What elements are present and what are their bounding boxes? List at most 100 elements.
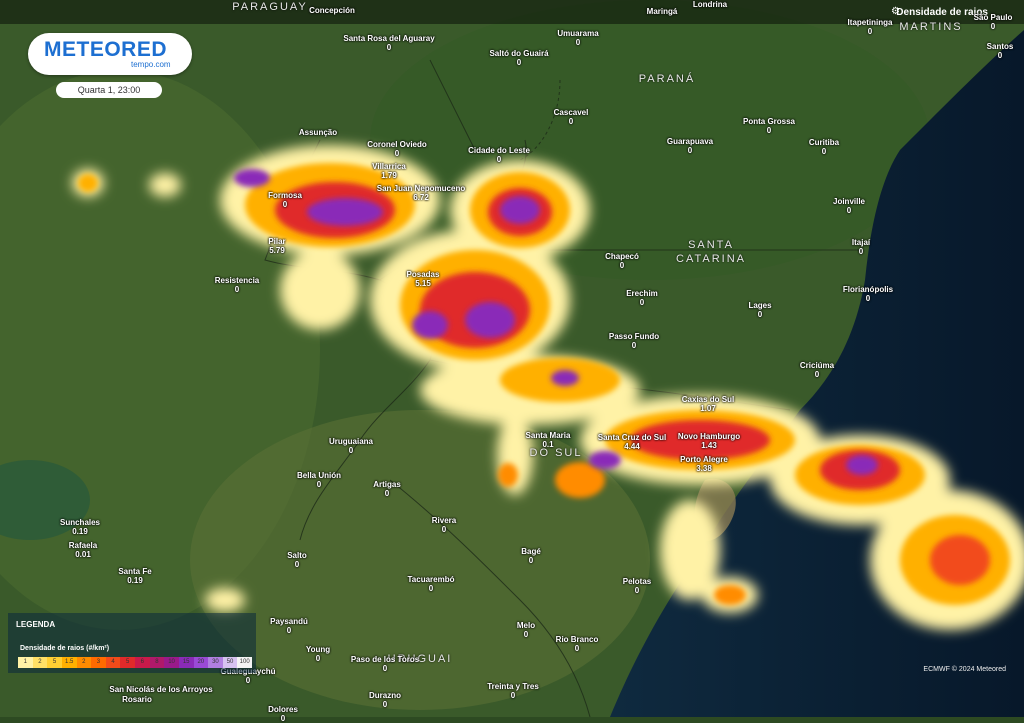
city-value: 4.44 xyxy=(624,442,640,451)
city-label[interactable]: Maringá xyxy=(647,7,678,16)
city-label[interactable]: Durazno 0 xyxy=(369,691,401,709)
city-label[interactable]: Santos 0 xyxy=(987,42,1014,60)
city-name: Saltó do Guairá xyxy=(489,49,549,58)
city-label[interactable]: Santa Fe 0.19 xyxy=(118,567,151,585)
city-label[interactable]: Posadas 5.15 xyxy=(407,270,440,288)
city-label[interactable]: Dolores 0 xyxy=(268,705,298,723)
city-label[interactable]: Pelotas 0 xyxy=(623,577,651,595)
city-label[interactable]: Melo 0 xyxy=(517,621,535,639)
city-value: 0 xyxy=(348,446,354,455)
region-label-martins: MARTINS xyxy=(899,21,963,33)
city-label[interactable]: San Nicolás de los Arroyos xyxy=(109,685,212,694)
city-label[interactable]: San Juan Nepomuceno 6.72 xyxy=(377,184,465,202)
meteored-logo[interactable]: METEORED tempo.com xyxy=(28,33,192,75)
city-label[interactable]: Lages 0 xyxy=(748,301,771,319)
city-label[interactable]: Salto 0 xyxy=(287,551,307,569)
city-label[interactable]: Young 0 xyxy=(306,645,330,663)
city-value: 0 xyxy=(821,147,827,156)
city-label[interactable]: Coronel Oviedo 0 xyxy=(367,140,427,158)
city-name: Porto Alegre xyxy=(680,455,728,464)
city-value: 0.01 xyxy=(75,550,91,559)
city-value: 0 xyxy=(867,27,873,36)
city-label[interactable]: Rivera 0 xyxy=(432,516,456,534)
city-label[interactable]: Criciúma 0 xyxy=(800,361,834,379)
city-name: Salto xyxy=(287,551,307,560)
city-value: 0 xyxy=(634,586,640,595)
city-value: 0.19 xyxy=(127,576,143,585)
city-label[interactable]: Porto Alegre 3.38 xyxy=(680,455,728,473)
city-label[interactable]: Cidade do Leste 0 xyxy=(468,146,530,164)
city-label[interactable]: Sunchales 0.19 xyxy=(60,518,100,536)
city-name: Itapetininga xyxy=(847,18,893,27)
legend-swatch: 2 xyxy=(76,657,92,668)
city-name: Paysandú xyxy=(270,617,308,626)
city-label[interactable]: São Paulo 0 xyxy=(974,13,1013,31)
city-label[interactable]: Formosa 0 xyxy=(268,191,302,209)
city-label[interactable]: Passo Fundo 0 xyxy=(609,332,659,350)
city-label[interactable]: Erechim 0 xyxy=(626,289,658,307)
city-name: Erechim xyxy=(626,289,658,298)
city-value: 0 xyxy=(280,714,286,723)
city-label[interactable]: Saltó do Guairá 0 xyxy=(489,49,548,67)
city-label[interactable]: Ponta Grossa 0 xyxy=(743,117,795,135)
city-label[interactable]: Santa Cruz do Sul 4.44 xyxy=(598,433,666,451)
city-label[interactable]: Itapetininga 0 xyxy=(848,18,893,36)
city-label[interactable]: Curitiba 0 xyxy=(809,138,839,156)
city-label[interactable]: Santa Rosa del Aguaray 0 xyxy=(343,34,434,52)
city-name: Posadas xyxy=(406,270,440,279)
city-label[interactable]: Tacuarembó 0 xyxy=(408,575,455,593)
city-value: 1.07 xyxy=(700,404,716,413)
city-name: Novo Hamburgo xyxy=(677,432,741,441)
city-label[interactable]: Rio Branco 0 xyxy=(556,635,599,653)
region-label-rs: DO SUL xyxy=(529,447,583,459)
city-label[interactable]: Umuarama 0 xyxy=(557,29,598,47)
legend-swatch: 15 xyxy=(178,657,194,668)
legend-swatch: 1 xyxy=(18,657,33,668)
city-label[interactable]: Paysandú 0 xyxy=(270,617,308,635)
city-name: Santa Maria xyxy=(525,431,571,440)
city-label[interactable]: Chapecó 0 xyxy=(605,252,639,270)
city-label[interactable]: Treinta y Tres 0 xyxy=(487,682,539,700)
city-name: Dolores xyxy=(268,705,298,714)
city-value: 0 xyxy=(496,155,502,164)
legend-title: LEGENDA xyxy=(16,620,56,629)
city-label[interactable]: Rafaela 0.01 xyxy=(69,541,97,559)
city-label[interactable]: Resistencia 0 xyxy=(215,276,259,294)
city-label[interactable]: Itajaí 0 xyxy=(852,238,870,256)
region-label-santa-catarina: SANTA CATARINA xyxy=(676,239,746,265)
city-value: 0 xyxy=(575,38,581,47)
city-label[interactable]: Pilar 5.79 xyxy=(268,237,285,255)
city-name: Londrina xyxy=(692,0,728,9)
city-value: 0 xyxy=(282,200,288,209)
city-label[interactable]: Concepción xyxy=(309,6,355,15)
city-label[interactable]: Cascavel 0 xyxy=(554,108,589,126)
time-indicator[interactable]: Quarta 1, 23:00 xyxy=(56,82,162,98)
city-label[interactable]: Santa Maria 0.1 xyxy=(526,431,571,449)
city-name: Cascavel xyxy=(553,108,589,117)
layers-icon[interactable]: ⚙ xyxy=(891,6,900,17)
city-label[interactable]: Bella Unión 0 xyxy=(297,471,341,489)
city-name: Resistencia xyxy=(214,276,260,285)
city-label[interactable]: Florianópolis 0 xyxy=(843,285,893,303)
city-name: Chapecó xyxy=(605,252,639,261)
city-label[interactable]: Paso de los Toros 0 xyxy=(351,655,419,673)
city-label[interactable]: Bagé 0 xyxy=(521,547,541,565)
city-name: San Juan Nepomuceno xyxy=(376,184,466,193)
city-label[interactable]: Londrina xyxy=(693,0,727,9)
region-label-paraguay: PARAGUAY xyxy=(232,1,308,13)
city-name: Rivera xyxy=(431,516,457,525)
city-label[interactable]: Novo Hamburgo 1.43 xyxy=(678,432,740,450)
city-label[interactable]: Uruguaiana 0 xyxy=(329,437,373,455)
city-label[interactable]: Caxias do Sul 1.07 xyxy=(682,395,734,413)
city-label[interactable]: Joinville 0 xyxy=(833,197,865,215)
layer-label[interactable]: Densidade de raios xyxy=(896,7,988,18)
city-label[interactable]: Rosario xyxy=(122,695,152,704)
city-name: Florianópolis xyxy=(842,285,894,294)
legend-swatch: 5 xyxy=(47,657,62,668)
city-label[interactable]: Villarrica 1.79 xyxy=(372,162,406,180)
wetland-area xyxy=(0,460,90,540)
city-label[interactable]: Assunção xyxy=(299,128,337,137)
city-label[interactable]: Artigas 0 xyxy=(373,480,401,498)
city-label[interactable]: Guarapuava 0 xyxy=(667,137,713,155)
